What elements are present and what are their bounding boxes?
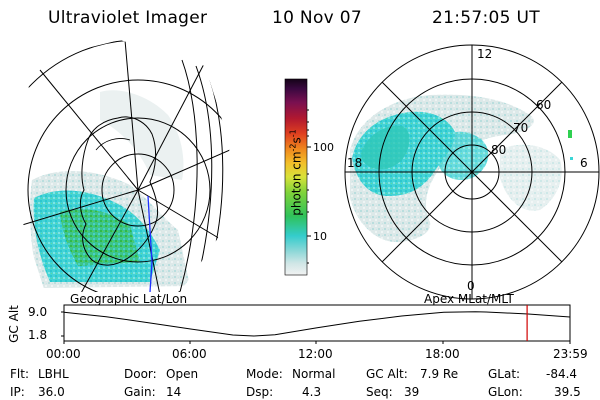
altitude-plot-frame: [63, 304, 571, 342]
gc-alt-value: 7.9 Re: [420, 367, 459, 381]
time-tick-1800: 18:00: [425, 347, 460, 361]
left-panel-title: Geographic Lat/Lon: [70, 292, 188, 306]
glon-label: GLon:: [488, 385, 523, 399]
colorbar: [284, 78, 311, 276]
seq-label: Seq:: [366, 385, 393, 399]
ip-value: 36.0: [38, 385, 65, 399]
gain-label: Gain:: [124, 385, 156, 399]
colorbar-tick-label-100: 100: [313, 141, 334, 154]
instrument-title: Ultraviolet Imager: [48, 8, 208, 28]
aurora-oval-core: [361, 125, 410, 170]
door-value: Open: [166, 367, 199, 381]
altitude-plot: [61, 304, 571, 344]
subsatellite-meridian: [147, 195, 153, 292]
coastline-inlet: [95, 138, 131, 151]
glat-label: GLat:: [488, 367, 521, 381]
seq-value: 39: [404, 385, 420, 399]
mlat-label-80: 80: [491, 143, 507, 157]
image-time: 21:57:05 UT: [432, 8, 540, 28]
mlt-label-12: 12: [477, 47, 493, 61]
filter-value: LBHL: [38, 367, 69, 381]
image-date: 10 Nov 07: [272, 8, 362, 28]
mlt-label-0: 0: [467, 279, 475, 293]
time-tick-1200: 12:00: [298, 347, 333, 361]
polar-mlt-plot: [344, 44, 600, 300]
mode-label: Mode:: [246, 367, 283, 381]
colorbar-label: photon cm-2s-1: [288, 129, 304, 216]
time-tick-0600: 06:00: [172, 347, 207, 361]
time-tick-0000: 00:00: [46, 347, 81, 361]
right-panel-title: Apex MLat/MLT: [424, 292, 514, 306]
aurora-dayside: [100, 90, 184, 180]
mlat-label-70: 70: [513, 121, 529, 135]
altitude-plot-ticks: [61, 311, 571, 344]
glat-value: -84.4: [546, 367, 578, 381]
lat-lon-grid: [22, 40, 230, 292]
ip-label: IP:: [10, 385, 25, 399]
mlt-label-6: 6: [580, 156, 588, 170]
mlt-label-18: 18: [347, 156, 363, 170]
altitude-ylabel: GC Alt: [7, 305, 21, 343]
gain-value: 14: [166, 385, 182, 399]
altitude-ytick-bottom: 1.8: [28, 328, 48, 342]
gc-alt-label: GC Alt:: [366, 367, 408, 381]
colorbar-tick-label-10: 10: [313, 230, 327, 243]
colorbar-gradient: [284, 78, 308, 276]
altitude-curve: [63, 311, 571, 337]
door-label: Door:: [124, 367, 157, 381]
aurora-dawn-spot: [568, 130, 572, 138]
mlat-mlt-grid: [344, 44, 600, 300]
mlat-label-60: 60: [536, 98, 552, 112]
altitude-ytick-top: 9.0: [28, 305, 48, 319]
aurora-dawn-dot: [570, 157, 573, 160]
filter-label: Flt:: [10, 367, 29, 381]
mode-value: Normal: [292, 367, 336, 381]
geographic-projection: [22, 40, 230, 292]
dsp-label: Dsp:: [246, 385, 274, 399]
dsp-value: 4.3: [302, 385, 322, 399]
glon-value: 39.5: [554, 385, 581, 399]
aurora-dawn-faint: [500, 144, 562, 211]
time-tick-2359: 23:59: [553, 347, 588, 361]
